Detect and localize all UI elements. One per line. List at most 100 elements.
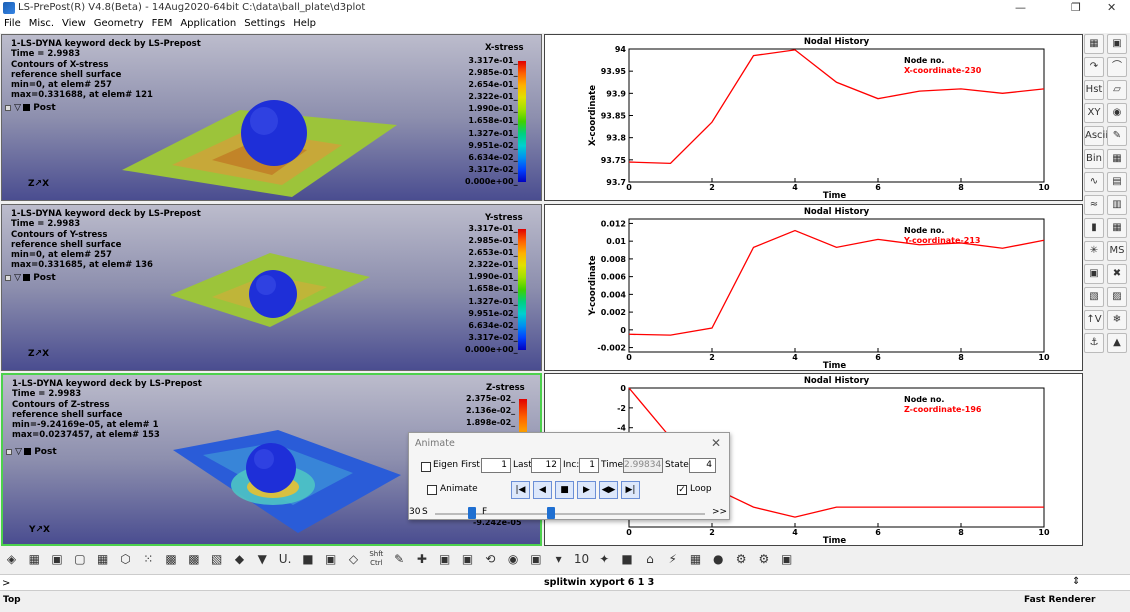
toolbar-tool-icon[interactable]: ✦ — [599, 552, 610, 566]
toolbar-tool-icon[interactable]: ▦ — [28, 552, 40, 566]
toolbar-tool-icon[interactable]: ■ — [302, 552, 314, 566]
toolbox-tool-icon[interactable]: XY — [1084, 103, 1104, 123]
toolbox-tool-icon[interactable]: ▤ — [1107, 172, 1127, 192]
speed-slider[interactable] — [435, 513, 705, 515]
toolbox-tool-icon[interactable]: ✳ — [1084, 241, 1104, 261]
inc-field[interactable]: 1 — [579, 458, 599, 473]
toolbar-tool-icon[interactable]: ⌂ — [646, 552, 654, 566]
state-field[interactable]: 4 — [689, 458, 716, 473]
spin-icon[interactable]: ⇕ — [1072, 576, 1081, 587]
stop-button[interactable]: ■ — [555, 481, 574, 499]
toolbar-tool-icon[interactable]: ◆ — [234, 552, 245, 566]
post-tree-item[interactable]: ▽ Post — [5, 103, 56, 113]
toolbox-tool-icon[interactable]: Hst — [1084, 80, 1104, 100]
toolbar-tool-icon[interactable]: ▩ — [165, 552, 177, 566]
toolbox-tool-icon[interactable]: ▨ — [1107, 287, 1127, 307]
toolbar-tool-icon[interactable]: ▣ — [781, 552, 793, 566]
toolbar-tool-icon[interactable]: 10 — [573, 552, 590, 566]
menu-fem[interactable]: FEM — [151, 18, 173, 29]
toolbar-tool-icon[interactable]: ◈ — [6, 552, 17, 566]
viewport-x-stress[interactable]: 1-LS-DYNA keyword deck by LS-Prepost Tim… — [1, 34, 542, 201]
close-button[interactable]: ✕ — [1107, 1, 1117, 14]
step-back-button[interactable]: ◀ — [533, 481, 552, 499]
menu-settings[interactable]: Settings — [244, 18, 286, 29]
toolbar-tool-icon[interactable]: ● — [713, 552, 724, 566]
toolbox-tool-icon[interactable]: ⚓ — [1084, 333, 1104, 353]
toolbox-tool-icon[interactable]: Bin — [1084, 149, 1104, 169]
toolbar-tool-icon[interactable]: ⚙ — [758, 552, 770, 566]
toolbar-tool-icon[interactable]: ▣ — [439, 552, 451, 566]
toolbar-tool-icon[interactable]: ⁙ — [143, 552, 154, 566]
toolbox-tool-icon[interactable]: ▮ — [1084, 218, 1104, 238]
toolbar-tool-icon[interactable]: ▼ — [257, 552, 267, 566]
toolbox-tool-icon[interactable]: ↑V — [1084, 310, 1104, 330]
toolbox-tool-icon[interactable]: MS — [1107, 241, 1127, 261]
play-button[interactable]: ▶ — [577, 481, 596, 499]
toolbar-tool-icon[interactable]: ▣ — [461, 552, 474, 566]
toolbox-tool-icon[interactable]: ✖ — [1107, 264, 1127, 284]
nodal-history-chart-y[interactable]: Nodal History 0 2 4 6 8 10 0.012 0.01 0.008 0.006 0… — [544, 204, 1083, 371]
speed-thumb[interactable] — [468, 507, 476, 519]
frame-thumb[interactable] — [547, 507, 555, 519]
toolbar-tool-icon[interactable]: ◉ — [507, 552, 519, 566]
toolbox-tool-icon[interactable]: ▦ — [1107, 149, 1127, 169]
toolbox-tool-icon[interactable]: ❄ — [1107, 310, 1127, 330]
minimize-button[interactable]: — — [1015, 1, 1026, 14]
toolbar-tool-icon[interactable]: ▦ — [97, 552, 109, 566]
more-button[interactable]: >> — [712, 507, 728, 517]
toolbox-tool-icon[interactable]: ▦ — [1084, 34, 1104, 54]
toolbox-tool-icon[interactable]: ↷ — [1084, 57, 1104, 77]
eigen-checkbox[interactable] — [421, 462, 431, 472]
toolbar-tool-icon[interactable]: ✎ — [394, 552, 405, 566]
toolbar-tool-icon[interactable]: ▩ — [188, 552, 200, 566]
toolbox-tool-icon[interactable]: ◉ — [1107, 103, 1127, 123]
toolbar-tool-icon[interactable]: ▧ — [211, 552, 223, 566]
first-frame-button[interactable]: |◀ — [511, 481, 530, 499]
toolbar-tool-icon[interactable]: ⚡ — [668, 552, 677, 566]
toolbar-tool-icon[interactable]: ■ — [621, 552, 633, 566]
toolbox-tool-icon[interactable]: ∿ — [1084, 172, 1104, 192]
toolbox-tool-icon[interactable]: ▣ — [1107, 34, 1127, 54]
post-tree-item[interactable]: ▽ Post — [5, 273, 56, 283]
last-field[interactable]: 12 — [531, 458, 561, 473]
toolbox-tool-icon[interactable]: ▦ — [1107, 218, 1127, 238]
toolbar-tool-icon[interactable]: ⚙ — [735, 552, 747, 566]
toolbox-tool-icon[interactable]: ▲ — [1107, 333, 1127, 353]
toolbar-tool-icon[interactable]: ✚ — [416, 552, 427, 566]
toolbar-tool-icon[interactable]: ▣ — [325, 552, 337, 566]
toolbar-tool-icon[interactable]: ▦ — [689, 552, 702, 566]
toolbox-tool-icon[interactable]: ▥ — [1107, 195, 1127, 215]
viewport-y-stress[interactable]: 1-LS-DYNA keyword deck by LS-Prepost Tim… — [1, 204, 542, 371]
toolbox-tool-icon[interactable]: ✎ — [1107, 126, 1127, 146]
menu-misc[interactable]: Misc. — [28, 18, 55, 29]
toolbox-tool-icon[interactable]: ▱ — [1107, 80, 1127, 100]
menu-file[interactable]: File — [4, 18, 21, 29]
first-field[interactable]: 1 — [481, 458, 511, 473]
toolbar-tool-icon[interactable]: U. — [278, 552, 292, 566]
toolbar-tool-icon[interactable]: ◇ — [348, 552, 359, 566]
dialog-close-icon[interactable]: ✕ — [710, 436, 721, 450]
maximize-button[interactable]: ❐ — [1071, 1, 1081, 14]
last-frame-button[interactable]: ▶| — [621, 481, 640, 499]
toolbar-tool-icon[interactable]: ▾ — [555, 552, 562, 566]
nodal-history-chart-x[interactable]: Nodal History 0 2 4 6 8 10 94 93.95 93.9 93.85 93.8… — [544, 34, 1083, 201]
toolbar-tool-icon[interactable]: Shft Ctrl — [369, 550, 384, 567]
menu-application[interactable]: Application — [180, 18, 237, 29]
toolbox-tool-icon[interactable]: ⌒ — [1107, 57, 1127, 77]
toolbox-tool-icon[interactable]: Ascii — [1084, 126, 1108, 146]
toolbox-tool-icon[interactable]: ▣ — [1084, 264, 1104, 284]
toolbar-tool-icon[interactable]: ▣ — [530, 552, 542, 566]
toolbar-tool-icon[interactable]: ⬡ — [120, 552, 131, 566]
toolbar-tool-icon[interactable]: ⟲ — [485, 552, 496, 566]
menu-geometry[interactable]: Geometry — [93, 18, 144, 29]
command-input[interactable] — [2, 576, 538, 590]
loop-checkbox[interactable]: ✓ — [677, 485, 687, 495]
menu-view[interactable]: View — [62, 18, 86, 29]
toolbox-tool-icon[interactable]: ≈ — [1084, 195, 1104, 215]
toolbar-tool-icon[interactable]: ▢ — [74, 552, 86, 566]
menu-help[interactable]: Help — [293, 18, 317, 29]
toolbar-tool-icon[interactable]: ▣ — [51, 552, 63, 566]
post-tree-item[interactable]: ▽ Post — [6, 447, 57, 457]
bounce-button[interactable]: ◀▶ — [599, 481, 618, 499]
animate-checkbox[interactable] — [427, 485, 437, 495]
